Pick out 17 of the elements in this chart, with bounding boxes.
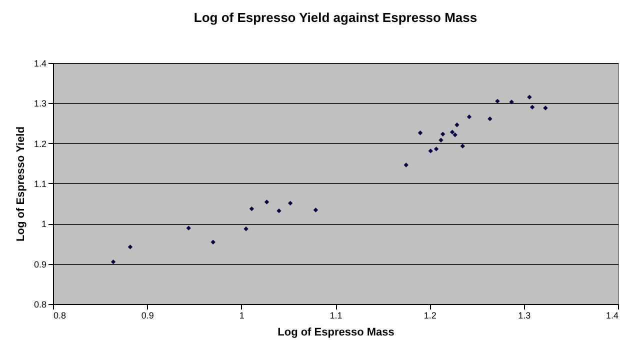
y-tick-label: 0.9 (34, 259, 46, 270)
y-axis-title: Log of Espresso Yield (14, 126, 27, 242)
y-tick-label: 1.4 (34, 58, 46, 68)
x-tick-label: 1.1 (330, 310, 342, 320)
y-tick-label: 1.1 (34, 179, 46, 189)
y-tick-label: 1.3 (34, 98, 46, 109)
x-tick-label: 0.9 (141, 310, 154, 320)
chart-title: Log of Espresso Yield against Espresso Mass (194, 10, 478, 25)
y-tick-label: 1.2 (34, 138, 46, 149)
x-tick-label: 1.2 (424, 310, 436, 320)
x-tick-label: 0.8 (54, 310, 66, 320)
x-axis-title: Log of Espresso Mass (278, 326, 394, 338)
y-tick-label: 0.8 (34, 300, 46, 310)
x-tick-label: 1 (239, 310, 244, 320)
x-tick-label: 1.3 (518, 310, 531, 320)
y-tick-label: 1 (41, 219, 46, 230)
x-tick-label: 1.4 (606, 310, 618, 320)
